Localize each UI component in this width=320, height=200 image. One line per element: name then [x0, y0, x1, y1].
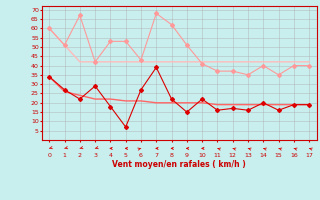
- X-axis label: Vent moyen/en rafales ( km/h ): Vent moyen/en rafales ( km/h ): [112, 160, 246, 169]
